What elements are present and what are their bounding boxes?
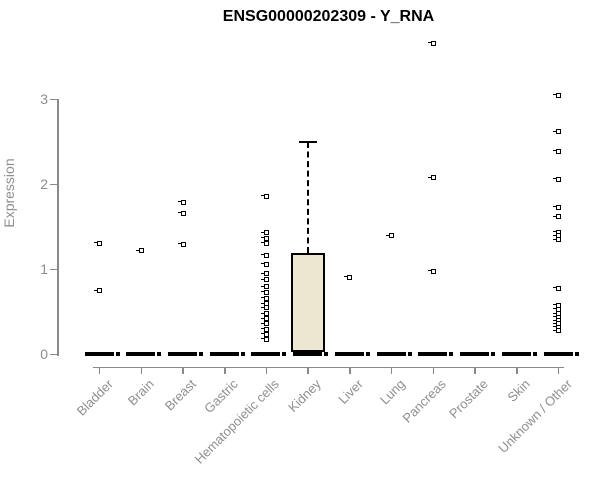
- median-bar-dash: [574, 351, 579, 356]
- outlier-point: [260, 230, 269, 236]
- outlier-point: [260, 295, 269, 301]
- median-bar: [126, 351, 156, 356]
- outlier-point: [260, 277, 269, 283]
- outlier-point: [260, 311, 269, 317]
- outlier-point: [553, 204, 562, 210]
- x-tick: [516, 368, 518, 374]
- median-bar-dash: [240, 351, 245, 356]
- median-bar: [376, 351, 406, 356]
- median-bar-dash: [449, 351, 454, 356]
- outlier-point: [260, 271, 269, 277]
- outlier-point: [177, 210, 186, 216]
- y-tick-label: 3: [40, 90, 48, 107]
- x-tick: [98, 368, 101, 374]
- y-tick: [50, 98, 57, 101]
- chart-title: ENSG00000202309 - Y_RNA: [222, 8, 435, 25]
- median-bar: [460, 351, 490, 356]
- outlier-point: [260, 305, 269, 311]
- y-tick-label: 2: [40, 175, 48, 192]
- median-bar-dash: [115, 351, 120, 356]
- median-bar: [84, 351, 114, 356]
- median-bar-dash: [407, 351, 412, 356]
- outlier-point: [260, 252, 269, 258]
- median-bar: [168, 351, 198, 356]
- x-tick: [307, 368, 309, 374]
- outlier-point: [427, 268, 436, 274]
- outlier-point: [135, 248, 144, 254]
- x-tick: [557, 368, 560, 374]
- outlier-point: [177, 199, 186, 205]
- outlier-point: [260, 284, 269, 289]
- median-bar-dash: [282, 351, 287, 356]
- outlier-point: [260, 316, 269, 322]
- outlier-point: [553, 214, 562, 220]
- outlier-point: [260, 235, 269, 241]
- box-whisker-upper: [307, 142, 310, 254]
- outlier-point: [386, 233, 395, 238]
- median-bar: [251, 351, 281, 356]
- box-body: [291, 253, 326, 353]
- median-bar-dash: [157, 351, 162, 356]
- outlier-point: [260, 193, 269, 199]
- y-axis-line: [57, 99, 59, 356]
- median-bar-dash: [491, 351, 496, 356]
- y-tick: [50, 183, 57, 186]
- outlier-point: [94, 240, 103, 246]
- outlier-point: [177, 241, 186, 247]
- outlier-point: [260, 261, 269, 267]
- median-bar-dash: [532, 351, 537, 356]
- x-tick: [474, 368, 476, 374]
- y-tick-label: 0: [40, 345, 48, 362]
- outlier-point: [260, 336, 269, 342]
- x-tick: [265, 368, 268, 374]
- outlier-point: [553, 129, 562, 135]
- median-bar: [293, 351, 323, 356]
- x-tick: [182, 368, 184, 374]
- outlier-point: [553, 148, 562, 154]
- x-tick: [432, 368, 435, 374]
- median-bar: [209, 351, 239, 356]
- outlier-point: [427, 175, 436, 181]
- median-bar-dash: [324, 351, 329, 356]
- whisker-cap: [299, 140, 318, 143]
- median-bar: [418, 351, 448, 356]
- median-bar: [501, 351, 531, 356]
- median-bar: [334, 351, 364, 356]
- outlier-point: [94, 288, 103, 294]
- outlier-point: [553, 176, 562, 182]
- y-tick: [50, 268, 57, 271]
- outlier-point: [260, 326, 269, 332]
- x-axis-line: [93, 366, 564, 368]
- outlier-point: [427, 40, 436, 46]
- median-bar-dash: [199, 351, 204, 356]
- outlier-point: [260, 321, 269, 327]
- outlier-point: [344, 274, 353, 280]
- outlier-point: [553, 237, 562, 243]
- x-tick: [224, 368, 226, 374]
- y-tick-label: 1: [40, 260, 48, 277]
- outlier-point: [553, 328, 562, 334]
- outlier-point: [553, 285, 562, 291]
- y-tick: [50, 353, 57, 356]
- x-tick: [390, 368, 393, 374]
- outlier-point: [260, 289, 269, 295]
- x-tick: [140, 368, 143, 374]
- outlier-point: [260, 331, 269, 337]
- outlier-point: [260, 240, 269, 246]
- outlier-point: [553, 92, 562, 98]
- median-bar-dash: [365, 351, 370, 356]
- median-bar: [543, 351, 573, 356]
- x-tick: [349, 368, 351, 374]
